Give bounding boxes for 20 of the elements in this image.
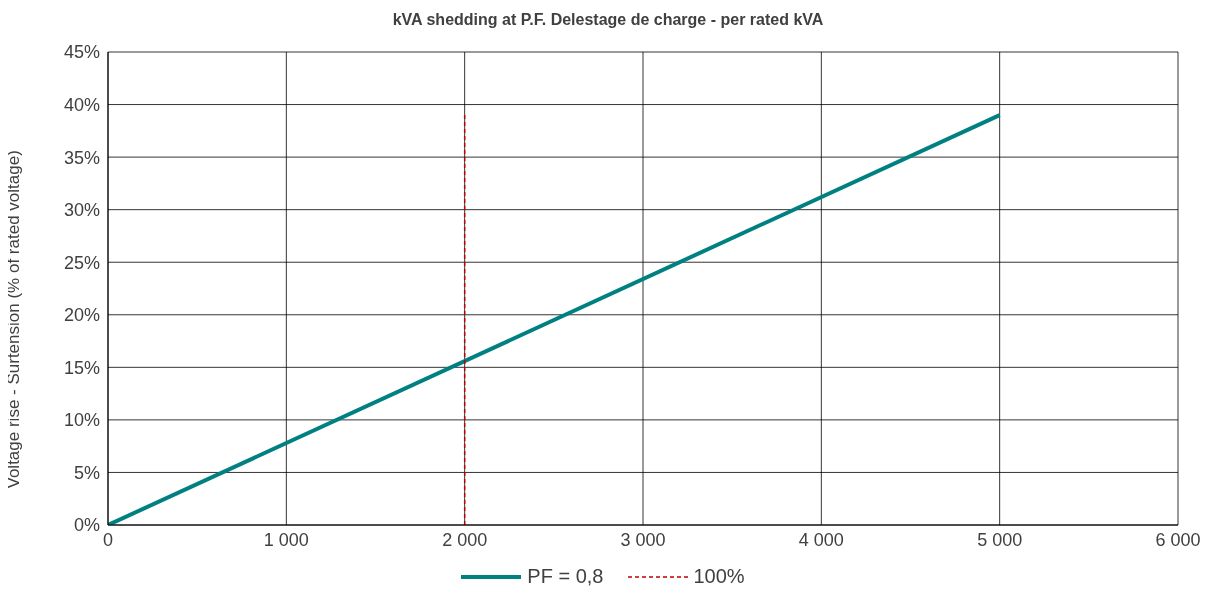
x-tick-label: 6 000: [1155, 529, 1201, 550]
x-tick-label: 0: [102, 529, 114, 550]
chart-title: kVA shedding at P.F. Delestage de charge - per rated kVA: [391, 10, 825, 30]
y-tick-label: 40%: [63, 94, 100, 115]
legend-label: PF = 0,8: [527, 565, 604, 588]
y-tick-label: 15%: [63, 357, 100, 378]
x-tick-label: 4 000: [798, 529, 844, 550]
y-tick-label: 45%: [63, 42, 100, 63]
x-tick-label: 5 000: [977, 529, 1023, 550]
x-tick-label: 2 000: [442, 529, 488, 550]
y-tick-label: 0%: [73, 515, 100, 536]
x-tick-label: 3 000: [620, 529, 666, 550]
y-tick-label: 5%: [73, 462, 100, 483]
y-tick-label: 30%: [63, 200, 100, 221]
x-tick-label: 1 000: [263, 529, 309, 550]
legend-label: 100%: [693, 565, 745, 588]
y-tick-label: 10%: [63, 410, 100, 431]
y-tick-label: 20%: [63, 305, 100, 326]
y-tick-label: 25%: [63, 252, 100, 273]
y-tick-label: 35%: [63, 147, 100, 168]
